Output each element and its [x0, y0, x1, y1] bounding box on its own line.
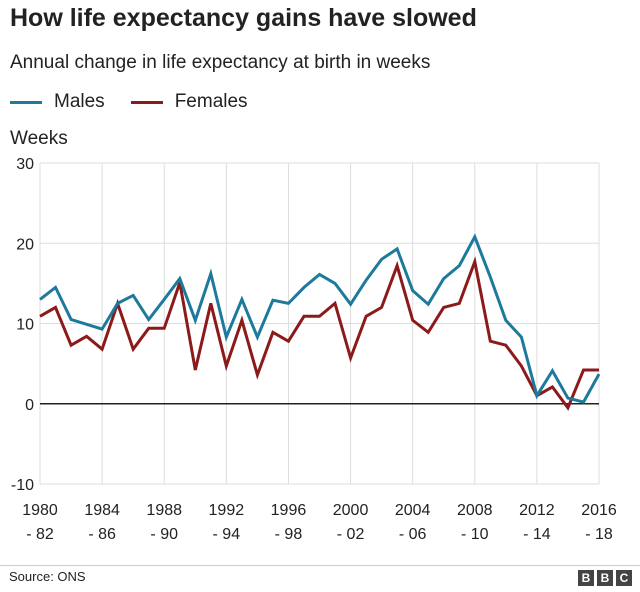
source-note: Source: ONS	[9, 569, 86, 584]
bbc-logo-letter: B	[597, 570, 613, 586]
bbc-logo-letter: C	[616, 570, 632, 586]
x-tick-label: 2008	[457, 502, 493, 519]
legend-label-males: Males	[54, 91, 105, 112]
x-tick-label: 2000	[333, 502, 369, 519]
x-tick-label: - 86	[88, 526, 116, 543]
x-tick-label: - 90	[150, 526, 178, 543]
y-axis-label: Weeks	[10, 128, 68, 149]
x-tick-label: - 14	[523, 526, 551, 543]
x-tick-label: 1996	[271, 502, 307, 519]
series-line-males	[39, 233, 601, 404]
x-tick-label: - 94	[213, 526, 241, 543]
y-tick-label: 0	[25, 397, 34, 414]
x-tick-label: - 10	[461, 526, 489, 543]
x-tick-label: 1980	[22, 502, 58, 519]
bbc-logo: B B C	[575, 570, 632, 586]
legend-label-females: Females	[174, 91, 248, 112]
legend-item-females: Females	[130, 91, 248, 113]
x-tick-label: - 82	[26, 526, 54, 543]
y-tick-label: 10	[16, 317, 34, 334]
x-tick-label: - 06	[399, 526, 427, 543]
x-tick-label: - 02	[337, 526, 365, 543]
series-line-females	[39, 256, 599, 411]
chart-subtitle: Annual change in life expectancy at birt…	[10, 52, 431, 73]
x-tick-label: 2004	[395, 502, 431, 519]
y-tick-label: 30	[16, 156, 34, 173]
x-tick-label: 1992	[209, 502, 245, 519]
y-tick-label: 20	[16, 236, 34, 253]
bbc-logo-letter: B	[578, 570, 594, 586]
x-tick-label: - 18	[585, 526, 613, 543]
chart-title: How life expectancy gains have slowed	[10, 4, 477, 32]
x-tick-label: 2012	[519, 502, 555, 519]
x-tick-label: 1984	[84, 502, 120, 519]
footer-divider	[0, 565, 640, 566]
x-tick-label: 2016	[581, 502, 617, 519]
legend-item-males: Males	[10, 91, 105, 113]
legend-swatch-females	[130, 100, 163, 104]
y-tick-label: -10	[11, 477, 34, 494]
legend-swatch-males	[10, 100, 42, 104]
x-tick-label: - 98	[275, 526, 303, 543]
x-tick-label: 1988	[146, 502, 182, 519]
chart-legend: Males Females	[10, 91, 274, 113]
